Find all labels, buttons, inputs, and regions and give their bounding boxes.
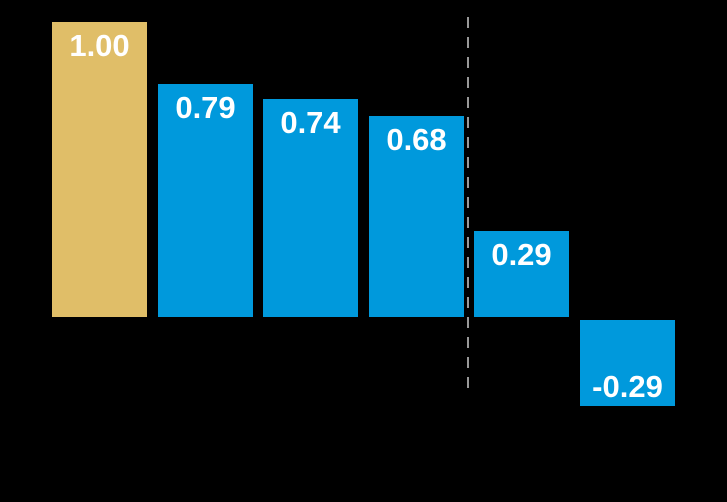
bar: 0.79	[158, 84, 253, 317]
bar-value-label: 0.29	[491, 237, 552, 272]
bar: -0.29	[580, 320, 675, 406]
bar: 0.74	[263, 99, 358, 317]
bar: 0.68	[369, 116, 464, 317]
bar-value-label: 0.74	[280, 105, 341, 140]
bar: 1.00	[52, 22, 147, 317]
bar-value-label: 1.00	[69, 28, 130, 63]
bar: 0.29	[474, 231, 569, 317]
bar-value-label: 0.79	[175, 90, 236, 125]
dashed-divider-line	[467, 17, 469, 396]
bar-value-label: 0.68	[386, 122, 447, 157]
bar-value-label: -0.29	[592, 369, 663, 404]
